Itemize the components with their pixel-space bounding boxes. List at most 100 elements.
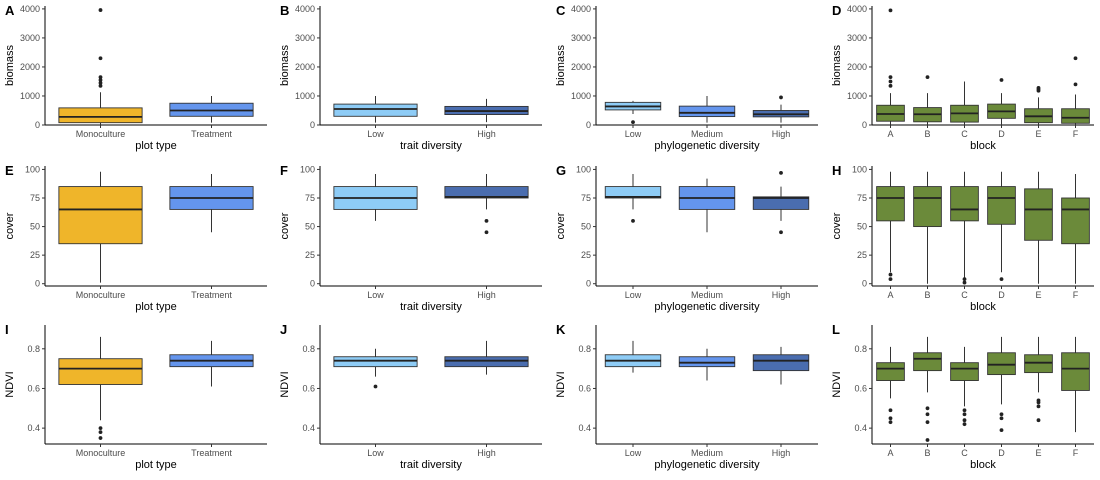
outlier-point (98, 430, 103, 434)
y-axis-title: cover (4, 212, 16, 239)
outlier-point (999, 78, 1004, 82)
y-axis-title: NDVI (555, 371, 567, 397)
y-tick-label: 0.8 (578, 344, 591, 354)
x-axis-title: block (970, 140, 996, 152)
box-low (333, 95, 418, 123)
panel-c: C 0 1000 2000 3000 4000 Low Medium High phylogene… (555, 3, 818, 152)
panel-g: G 0 25 50 75 100 Low Medium High phylogenetic div… (555, 163, 818, 313)
x-tick-label: Monoculture (76, 290, 126, 300)
x-tick-label: Treatment (191, 448, 232, 458)
box-medium (678, 95, 736, 123)
y-axis-title: NDVI (279, 371, 291, 397)
box-rect (987, 352, 1016, 376)
box-c (950, 171, 979, 285)
panel-tag: I (5, 322, 9, 337)
outlier-point (779, 95, 783, 100)
y-tick-label: 50 (30, 222, 40, 232)
box-a (876, 8, 905, 125)
x-tick-label: Monoculture (76, 129, 126, 139)
outlier-point (999, 277, 1004, 282)
y-tick-label: 25 (30, 250, 40, 260)
y-tick-label: 25 (581, 250, 591, 260)
outlier-point (888, 8, 893, 13)
box-treatment (169, 340, 254, 387)
y-tick-label: 0.4 (854, 423, 867, 433)
box-rect (58, 186, 143, 245)
panel-tag: K (556, 322, 566, 337)
x-tick-label: D (998, 448, 1005, 458)
y-tick-label: 0.6 (27, 383, 40, 393)
outlier-point (98, 56, 103, 61)
outlier-point (1036, 404, 1041, 409)
outlier-point (925, 412, 930, 417)
box-rect (58, 358, 143, 385)
panel-tag: B (280, 3, 289, 18)
y-tick-label: 100 (25, 164, 40, 174)
panel-f: F 0 25 50 75 100 Low High trait diversity cover (279, 163, 542, 313)
y-tick-label: 3000 (295, 33, 315, 43)
box-e (1024, 171, 1053, 284)
outlier-point (888, 79, 893, 84)
x-axis-title: plot type (135, 459, 177, 471)
box-e (1024, 336, 1053, 423)
box-rect (1061, 108, 1090, 124)
y-tick-label: 75 (30, 193, 40, 203)
box-high (752, 170, 810, 235)
y-tick-label: 2000 (571, 62, 591, 72)
x-tick-label: Treatment (191, 290, 232, 300)
x-tick-label: Low (625, 129, 642, 139)
y-tick-label: 50 (857, 222, 867, 232)
outlier-point (888, 416, 893, 421)
x-axis-title: block (970, 459, 996, 471)
box-rect (678, 105, 736, 118)
outlier-point (925, 75, 930, 80)
y-tick-label: 2000 (20, 62, 40, 72)
y-tick-label: 2000 (295, 62, 315, 72)
box-rect (752, 196, 810, 210)
y-tick-label: 100 (576, 164, 591, 174)
y-axis-title: biomass (279, 45, 291, 86)
box-rect (987, 186, 1016, 225)
y-tick-label: 0 (310, 120, 315, 130)
box-high (752, 95, 810, 123)
x-tick-label: C (961, 448, 968, 458)
x-axis-title: trait diversity (400, 301, 462, 313)
y-tick-label: 4000 (847, 4, 867, 14)
y-tick-label: 1000 (571, 91, 591, 101)
outlier-point (925, 420, 930, 425)
y-tick-label: 50 (581, 222, 591, 232)
x-tick-label: High (772, 448, 791, 458)
y-tick-label: 0.6 (578, 383, 591, 393)
box-rect (1061, 352, 1090, 391)
x-axis-title: phylogenetic diversity (654, 301, 760, 313)
y-tick-label: 0.8 (302, 344, 315, 354)
y-tick-label: 3000 (571, 33, 591, 43)
outlier-point (779, 170, 783, 175)
outlier-point (888, 272, 893, 277)
x-tick-label: Low (625, 290, 642, 300)
y-tick-label: 75 (857, 193, 867, 203)
outlier-point (779, 230, 783, 235)
y-axis-title: cover (279, 212, 291, 239)
outlier-point (373, 384, 378, 389)
outlier-point (98, 436, 103, 440)
outlier-point (888, 83, 893, 88)
outlier-point (98, 83, 103, 88)
x-tick-label: A (887, 129, 893, 139)
box-monoculture (58, 336, 143, 440)
box-rect (752, 354, 810, 372)
outlier-point (925, 438, 930, 442)
box-treatment (169, 95, 254, 123)
box-a (876, 171, 905, 282)
y-tick-label: 0.4 (578, 423, 591, 433)
x-tick-label: A (887, 448, 893, 458)
outlier-point (888, 420, 893, 425)
box-c (950, 346, 979, 427)
outlier-point (888, 277, 893, 282)
x-tick-label: Monoculture (76, 448, 126, 458)
x-tick-label: B (924, 448, 930, 458)
x-tick-label: Low (625, 448, 642, 458)
